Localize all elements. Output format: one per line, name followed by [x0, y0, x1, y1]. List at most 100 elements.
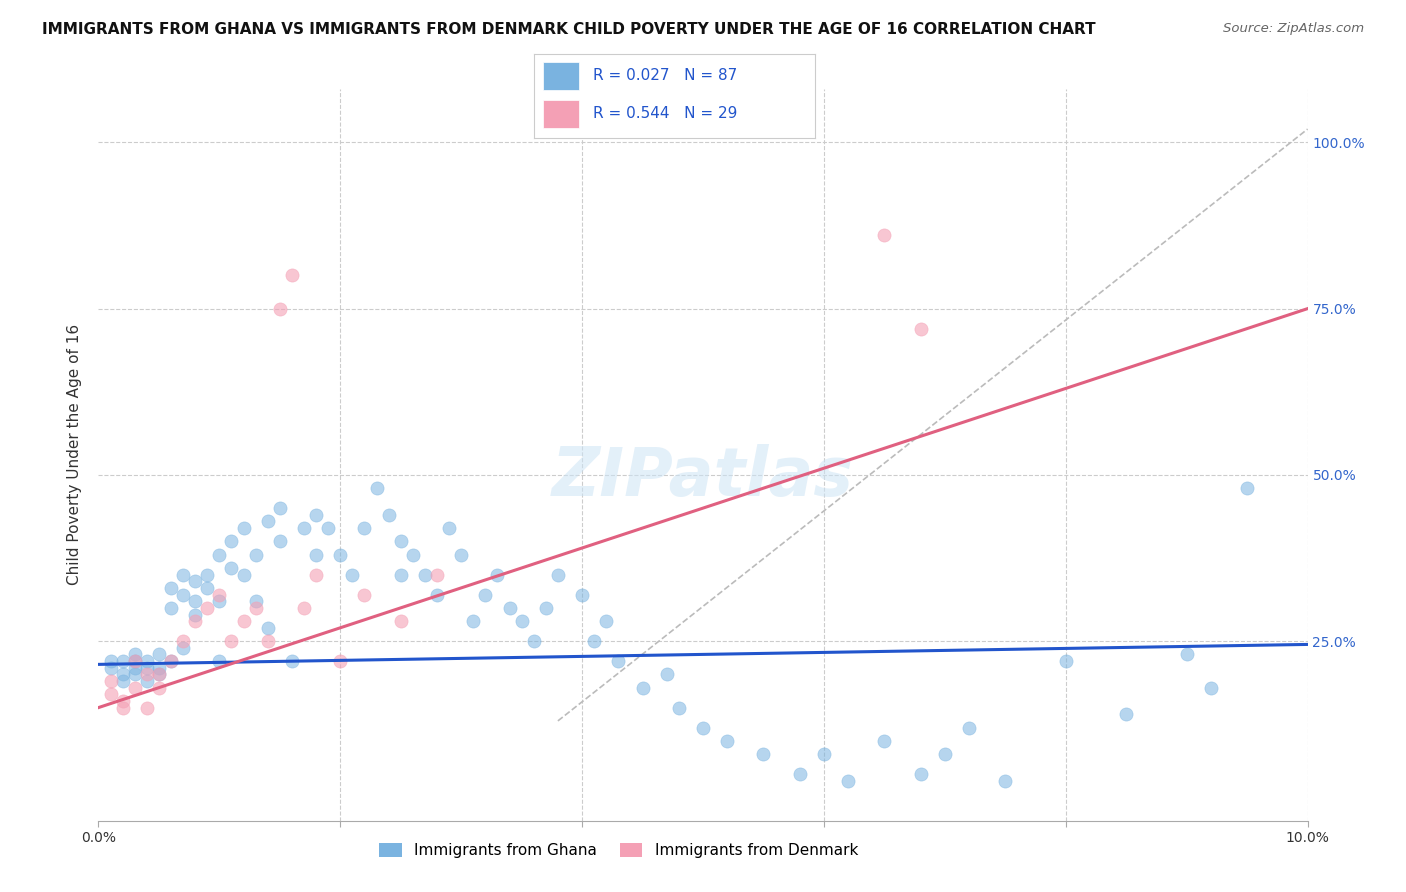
Point: [813, 747, 835, 761]
Point: [245, 594, 267, 608]
Point: [135, 661, 157, 675]
Point: [523, 634, 546, 648]
Point: [160, 581, 183, 595]
Point: [148, 681, 170, 695]
Point: [305, 567, 328, 582]
Point: [789, 767, 811, 781]
Point: [221, 634, 243, 648]
Point: [292, 521, 315, 535]
Point: [957, 721, 980, 735]
Point: [184, 607, 207, 622]
Point: [910, 321, 932, 335]
Point: [269, 501, 291, 516]
Point: [111, 694, 134, 708]
Point: [377, 508, 399, 522]
Point: [292, 600, 315, 615]
Point: [111, 667, 134, 681]
Point: [208, 548, 231, 562]
Point: [172, 588, 194, 602]
Point: [426, 567, 449, 582]
Point: [160, 654, 183, 668]
Text: IMMIGRANTS FROM GHANA VS IMMIGRANTS FROM DENMARK CHILD POVERTY UNDER THE AGE OF : IMMIGRANTS FROM GHANA VS IMMIGRANTS FROM…: [42, 22, 1095, 37]
Point: [124, 681, 146, 695]
Point: [934, 747, 956, 761]
Point: [172, 634, 194, 648]
Point: [135, 673, 157, 688]
Point: [100, 673, 122, 688]
Point: [873, 228, 896, 243]
Point: [1175, 648, 1198, 662]
Point: [160, 600, 183, 615]
Point: [1054, 654, 1077, 668]
Point: [208, 588, 231, 602]
Y-axis label: Child Poverty Under the Age of 16: Child Poverty Under the Age of 16: [67, 325, 83, 585]
Point: [413, 567, 436, 582]
Point: [716, 734, 738, 748]
Point: [100, 661, 122, 675]
Point: [389, 614, 412, 628]
Point: [232, 521, 254, 535]
Point: [195, 581, 218, 595]
Point: [994, 773, 1017, 788]
Point: [148, 648, 170, 662]
Point: [366, 481, 388, 495]
Point: [148, 661, 170, 675]
Point: [837, 773, 859, 788]
Point: [631, 681, 654, 695]
Point: [111, 700, 134, 714]
Point: [135, 700, 157, 714]
Point: [100, 687, 122, 701]
Point: [245, 600, 267, 615]
Point: [342, 567, 364, 582]
Point: [148, 667, 170, 681]
Point: [534, 600, 557, 615]
Point: [692, 721, 714, 735]
Point: [221, 534, 243, 549]
Point: [208, 594, 231, 608]
FancyBboxPatch shape: [543, 100, 579, 128]
Point: [245, 548, 267, 562]
Point: [1236, 481, 1258, 495]
Point: [329, 548, 352, 562]
Point: [281, 268, 304, 283]
Point: [221, 561, 243, 575]
Point: [208, 654, 231, 668]
Point: [195, 600, 218, 615]
Point: [607, 654, 630, 668]
Point: [111, 654, 134, 668]
Point: [389, 567, 412, 582]
Point: [655, 667, 678, 681]
Point: [510, 614, 533, 628]
Point: [426, 588, 449, 602]
Point: [184, 574, 207, 589]
Point: [256, 634, 278, 648]
Point: [498, 600, 520, 615]
Text: ZIPatlas: ZIPatlas: [553, 444, 853, 510]
Point: [668, 700, 690, 714]
Point: [269, 301, 291, 316]
Point: [389, 534, 412, 549]
Point: [305, 548, 328, 562]
Point: [100, 654, 122, 668]
Point: [583, 634, 606, 648]
Point: [148, 667, 170, 681]
Point: [124, 661, 146, 675]
Point: [124, 667, 146, 681]
Point: [873, 734, 896, 748]
Point: [172, 567, 194, 582]
Point: [316, 521, 339, 535]
Point: [256, 515, 278, 529]
Point: [124, 648, 146, 662]
Point: [474, 588, 496, 602]
Point: [160, 654, 183, 668]
Point: [195, 567, 218, 582]
Text: R = 0.544   N = 29: R = 0.544 N = 29: [593, 106, 738, 121]
Point: [402, 548, 425, 562]
Point: [547, 567, 569, 582]
Point: [450, 548, 472, 562]
Point: [135, 654, 157, 668]
Point: [124, 654, 146, 668]
Point: [910, 767, 932, 781]
Point: [486, 567, 509, 582]
Point: [281, 654, 304, 668]
